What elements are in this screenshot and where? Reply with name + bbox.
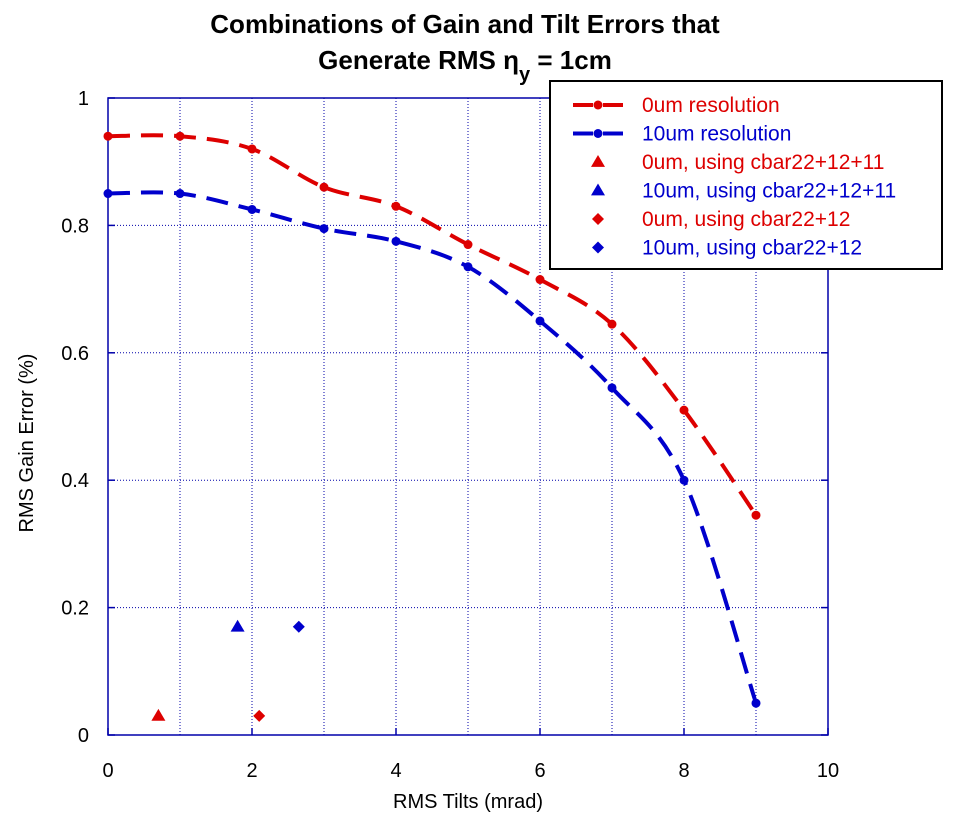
legend-entry: 0um, using cbar22+12+11 xyxy=(591,151,884,174)
y-axis-label: RMS Gain Error (%) xyxy=(16,354,38,533)
legend-label: 10um, using cbar22+12+11 xyxy=(642,180,896,203)
series-2 xyxy=(151,708,166,721)
axis-ticks: 0 2 4 6 8 10 0 0.2 0.4 0.6 0.8 1 xyxy=(61,88,839,782)
series-1 xyxy=(103,189,761,708)
legend-label: 10um, using cbar22+12 xyxy=(642,237,862,260)
data-point xyxy=(391,236,401,246)
legend-entry: 0um, using cbar22+12 xyxy=(592,208,850,231)
data-point xyxy=(247,144,257,154)
x-tick-label: 6 xyxy=(534,760,545,782)
legend-marker xyxy=(593,129,603,138)
series-0 xyxy=(103,131,761,520)
legend-entry: 10um resolution xyxy=(573,123,791,146)
y-tick-label: 0 xyxy=(78,725,89,747)
legend-marker xyxy=(591,183,605,196)
y-tick-label: 0.2 xyxy=(61,598,89,620)
data-point xyxy=(151,708,166,721)
y-tick-label: 1 xyxy=(78,88,89,110)
legend: 0um resolution 10um resolution 0um, using … xyxy=(549,80,943,270)
series-4 xyxy=(253,709,266,722)
data-point xyxy=(751,698,761,708)
data-point xyxy=(607,319,617,329)
data-point xyxy=(679,475,689,485)
legend-box xyxy=(549,80,943,270)
data-point xyxy=(607,383,617,393)
chart-title-prefix: Generate RMS xyxy=(318,45,503,75)
data-point xyxy=(247,204,257,214)
legend-entry: 10um, using cbar22+12+11 xyxy=(591,180,896,203)
chart-title-line1: Combinations of Gain and Tilt Errors tha… xyxy=(210,9,720,39)
y-tick-label: 0.4 xyxy=(61,470,89,492)
chart-title-symbol: η xyxy=(503,45,519,75)
y-tick-label: 0.8 xyxy=(61,215,89,237)
data-point xyxy=(463,262,473,272)
chart-title-subscript: y xyxy=(519,64,531,86)
y-tick-label: 0.6 xyxy=(61,343,89,365)
series-5 xyxy=(292,620,305,633)
chart-title-line2: Generate RMS ηy = 1cm xyxy=(318,45,612,86)
data-point xyxy=(319,224,329,234)
chart-title-suffix: = 1cm xyxy=(530,45,612,75)
data-point xyxy=(103,189,113,199)
data-point xyxy=(679,405,689,415)
data-point xyxy=(103,131,113,141)
data-point xyxy=(751,510,761,520)
series-line xyxy=(107,133,758,517)
data-point xyxy=(319,182,329,192)
data-point xyxy=(230,619,245,632)
data-point xyxy=(292,620,305,633)
data-point xyxy=(175,131,185,141)
data-point xyxy=(391,201,401,211)
x-tick-label: 0 xyxy=(102,760,113,782)
legend-label: 10um resolution xyxy=(642,123,791,146)
legend-marker xyxy=(591,155,605,167)
series-3 xyxy=(230,619,245,632)
data-point xyxy=(535,275,545,285)
data-point xyxy=(535,316,545,326)
x-tick-label: 10 xyxy=(817,760,839,782)
data-point xyxy=(253,709,266,722)
legend-label: 0um, using cbar22+12+11 xyxy=(642,151,884,174)
legend-entry: 0um resolution xyxy=(573,94,780,117)
legend-marker xyxy=(592,241,604,254)
x-tick-label: 8 xyxy=(678,760,689,782)
x-axis-label: RMS Tilts (mrad) xyxy=(393,791,543,813)
legend-marker xyxy=(592,213,604,225)
legend-entry: 10um, using cbar22+12 xyxy=(592,237,862,260)
data-point xyxy=(463,240,473,250)
legend-marker xyxy=(593,100,603,110)
x-tick-label: 2 xyxy=(246,760,257,782)
series-layer xyxy=(103,131,761,722)
data-point xyxy=(175,189,185,199)
x-tick-label: 4 xyxy=(390,760,401,782)
legend-label: 0um, using cbar22+12 xyxy=(642,208,850,231)
legend-label: 0um resolution xyxy=(642,94,780,117)
